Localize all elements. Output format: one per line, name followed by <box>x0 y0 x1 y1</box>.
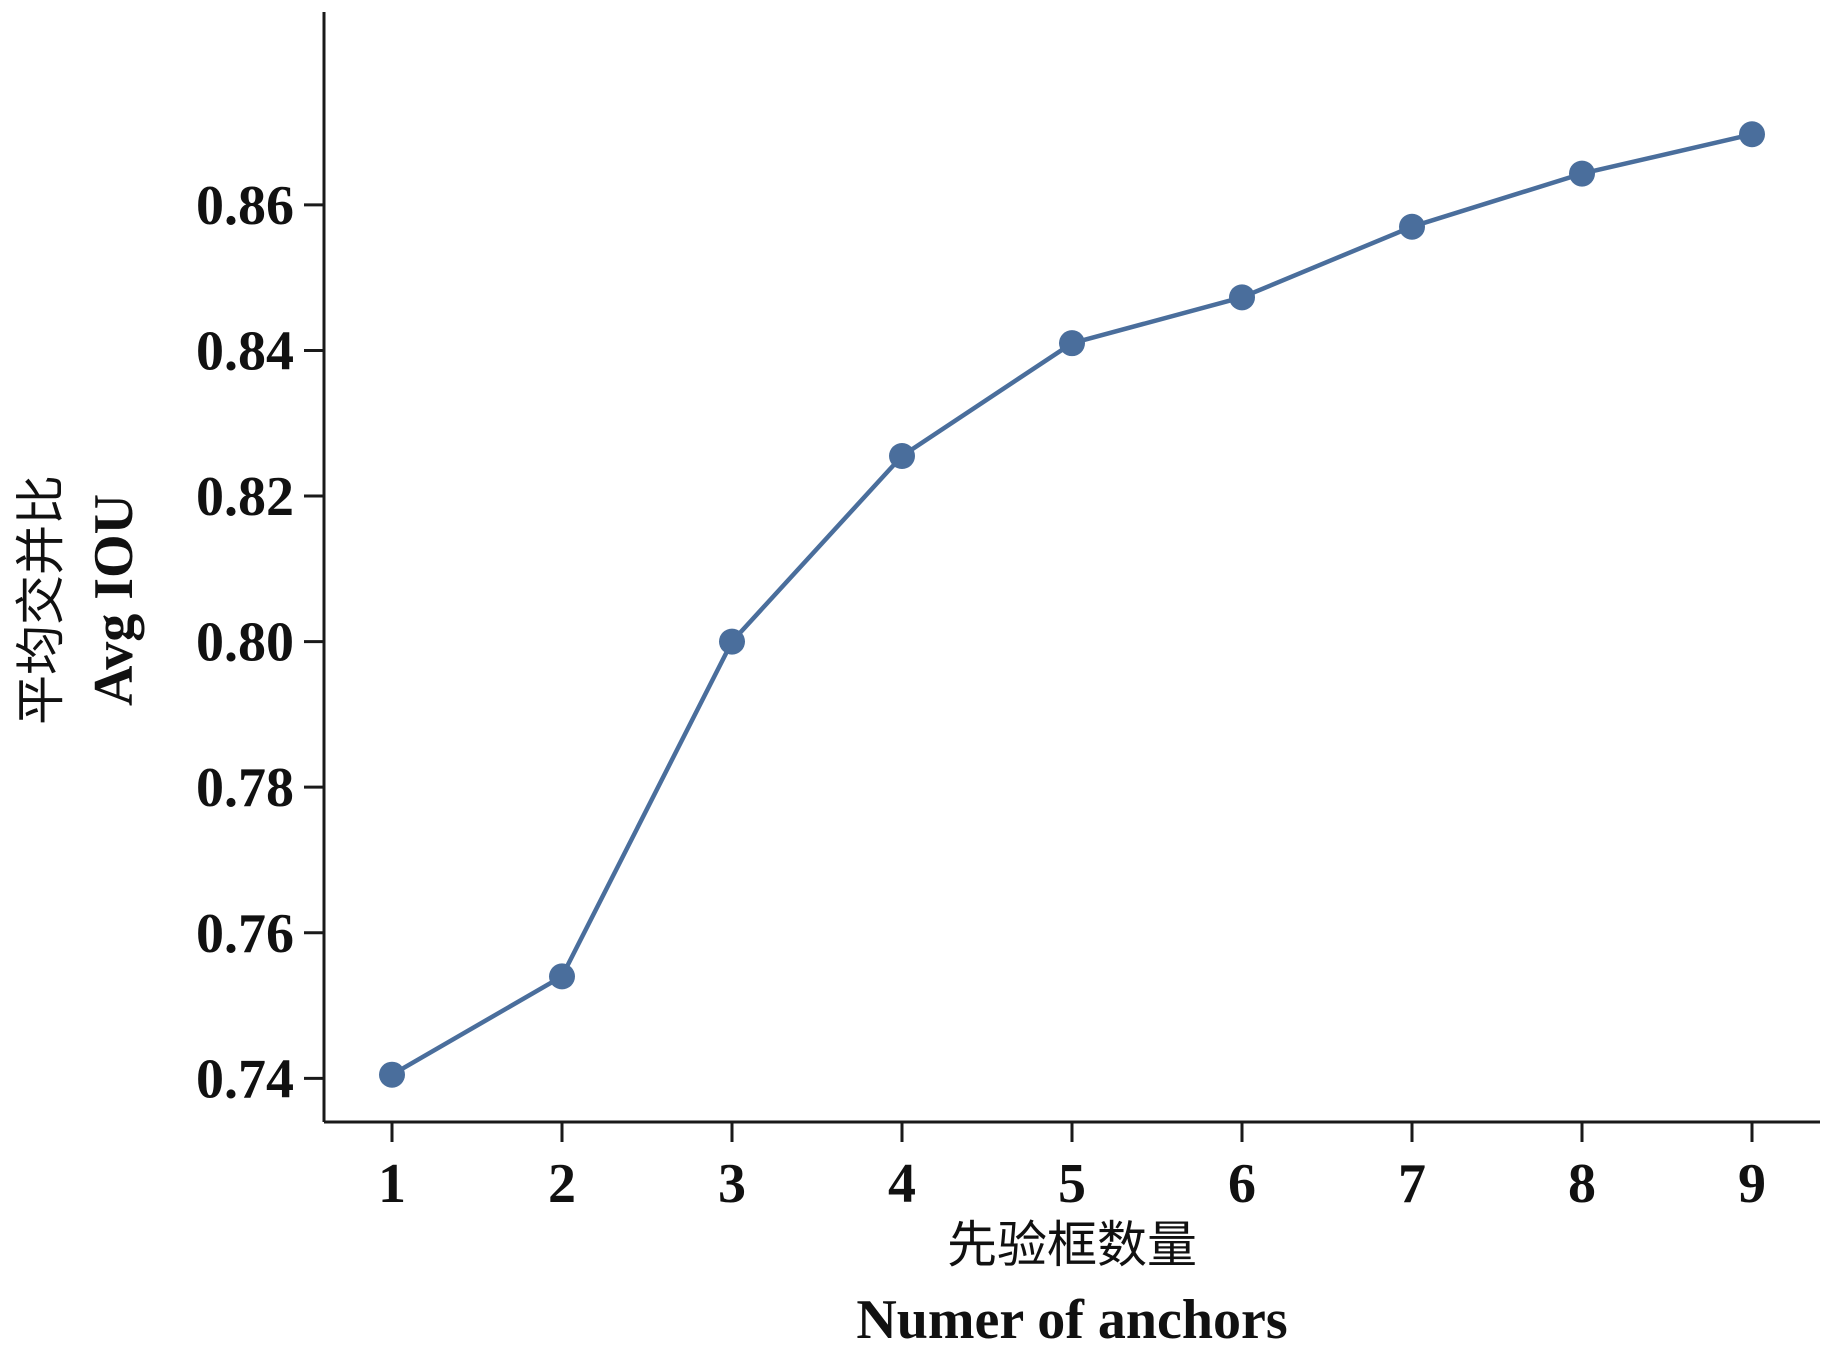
y-axis-title-english: Avg IOU <box>83 494 145 706</box>
data-point-7 <box>1399 213 1425 240</box>
y-tick-label: 0.80 <box>196 612 294 674</box>
data-point-1 <box>379 1061 405 1088</box>
x-axis-title-chinese: 先验框数量 <box>947 1216 1197 1274</box>
x-tick-label: 8 <box>1568 1153 1596 1215</box>
series-line <box>389 132 1755 1077</box>
y-tick-label: 0.74 <box>196 1048 294 1110</box>
x-tick-label: 3 <box>718 1153 746 1215</box>
data-point-3 <box>719 628 745 655</box>
x-tick-label: 9 <box>1738 1153 1766 1215</box>
x-tick-label: 5 <box>1058 1153 1086 1215</box>
series-avg-iou <box>379 121 1765 1088</box>
y-tick-label: 0.76 <box>196 903 294 965</box>
data-point-6 <box>1229 284 1255 311</box>
data-point-4 <box>889 443 915 469</box>
y-tick-label: 0.82 <box>196 466 294 528</box>
data-point-2 <box>549 963 575 990</box>
data-point-8 <box>1569 160 1595 187</box>
axes <box>322 12 1820 1124</box>
y-tick-label: 0.86 <box>196 175 294 237</box>
x-tick-label: 1 <box>378 1153 406 1215</box>
y-tick-label: 0.78 <box>196 757 294 819</box>
x-tick-label: 7 <box>1398 1153 1426 1215</box>
x-axis-title-english: Numer of anchors <box>856 1289 1287 1351</box>
y-axis-title-chinese: 平均交并比 <box>12 475 70 725</box>
x-ticks: 1 2 3 4 5 6 7 8 9 <box>378 1122 1766 1215</box>
data-point-9 <box>1739 121 1765 148</box>
x-tick-label: 4 <box>888 1153 916 1215</box>
x-tick-label: 6 <box>1228 1153 1256 1215</box>
data-point-5 <box>1059 330 1085 357</box>
y-tick-label: 0.84 <box>196 320 294 382</box>
y-ticks: 0.74 0.76 0.78 0.80 0.82 0.84 0.86 <box>196 175 324 1110</box>
x-tick-label: 2 <box>548 1153 576 1215</box>
